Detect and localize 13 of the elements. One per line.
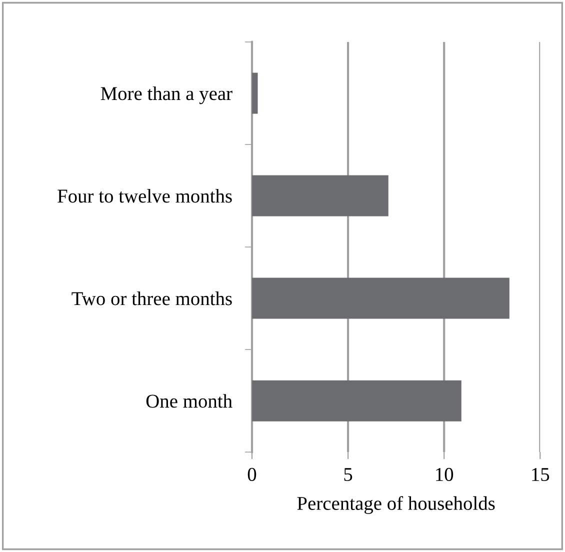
y-tick-label: Four to twelve months <box>58 189 232 203</box>
bar <box>252 380 462 422</box>
x-tick-label: 5 <box>344 468 352 482</box>
bar <box>252 278 510 319</box>
x-tick-label: 0 <box>248 468 256 482</box>
x-tick-label: 10 <box>436 468 454 482</box>
bar <box>252 175 388 216</box>
x-axis-title: Percentage of households <box>297 496 495 514</box>
bar <box>252 72 258 114</box>
y-tick-label: More than a year <box>100 86 232 104</box>
x-tick-label: 15 <box>532 468 550 482</box>
y-tick-label: Two or three months <box>72 292 232 306</box>
y-tick-label: One month <box>146 394 232 408</box>
